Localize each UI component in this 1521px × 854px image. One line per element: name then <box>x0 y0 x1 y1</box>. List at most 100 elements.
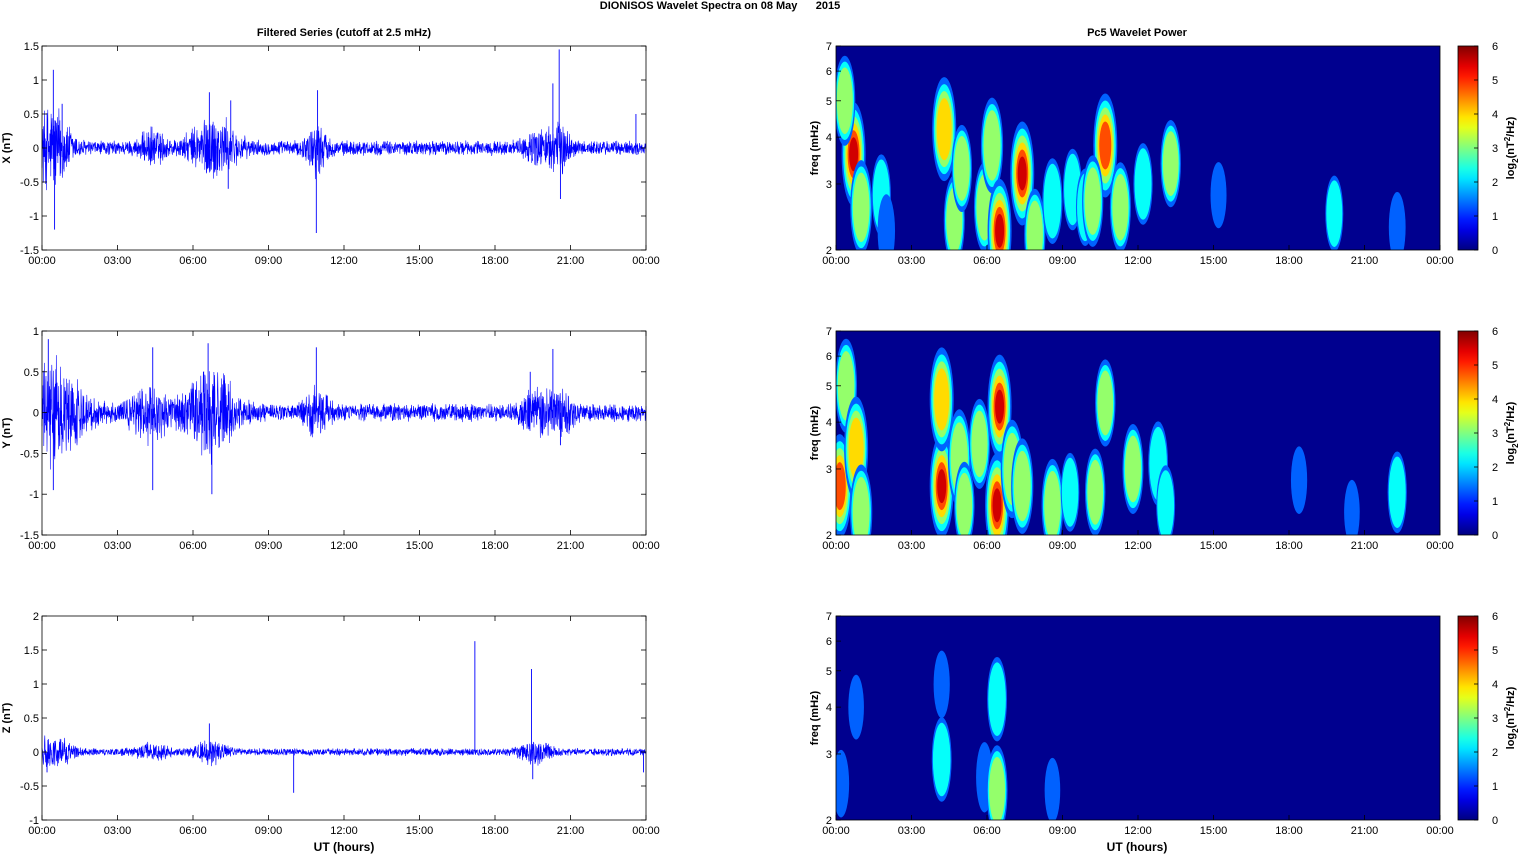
power-blob <box>987 178 1012 250</box>
power-blob <box>1024 188 1046 250</box>
x-tick-label: 18:00 <box>1275 255 1303 267</box>
freq-tick-label: 5 <box>826 96 832 108</box>
power-blob <box>1060 452 1080 532</box>
colorbar-tick-label: 4 <box>1492 394 1498 406</box>
y-tick-label: -1 <box>29 211 39 223</box>
y-tick-label: 0.5 <box>24 109 39 121</box>
y-tick-label: 0.5 <box>24 367 39 379</box>
power-blob <box>980 97 1004 194</box>
x-tick-label: 21:00 <box>1351 255 1379 267</box>
x-tick-label: 00:00 <box>632 825 660 837</box>
x-tick-label: 00:00 <box>632 540 660 552</box>
freq-axis-label: freq (mHz) <box>809 120 821 175</box>
freq-tick-label: 7 <box>826 41 832 53</box>
colorbar-tick-label: 0 <box>1492 245 1498 257</box>
x-tick-label: 21:00 <box>557 255 585 267</box>
power-blob <box>1344 479 1360 535</box>
x-tick-label: 06:00 <box>973 255 1001 267</box>
y-tick-label: -1.5 <box>20 245 39 257</box>
x-tick-label: 18:00 <box>1275 540 1303 552</box>
colorbar-label: log2(nT2/Hz) <box>1503 116 1520 179</box>
power-blob <box>929 434 954 535</box>
colorbar-tick-label: 5 <box>1492 360 1498 372</box>
freq-tick-label: 3 <box>826 179 832 191</box>
freq-tick-label: 7 <box>826 326 832 338</box>
x-tick-label: 09:00 <box>255 540 283 552</box>
y-tick-label: 2 <box>33 611 39 623</box>
x-tick-label: 00:00 <box>632 255 660 267</box>
freq-tick-label: 4 <box>826 417 832 429</box>
power-blob <box>848 674 864 740</box>
power-blob <box>929 347 954 452</box>
colorbar-tick-label: 1 <box>1492 211 1498 223</box>
x-tick-label: 12:00 <box>330 255 358 267</box>
colorbar-tick-label: 6 <box>1492 326 1498 338</box>
figure-suptitle: DIONISOS Wavelet Spectra on 08 May 2015 <box>600 0 840 12</box>
x-tick-label: 06:00 <box>179 540 207 552</box>
colorbar-tick-label: 1 <box>1492 496 1498 508</box>
y-tick-label: 1 <box>33 679 39 691</box>
x-tick-label: 09:00 <box>255 825 283 837</box>
x-tick-label: 00:00 <box>1426 255 1454 267</box>
freq-tick-label: 3 <box>826 464 832 476</box>
power-blob <box>1041 458 1064 535</box>
power-blob <box>836 749 850 818</box>
x-tick-label: 18:00 <box>481 540 509 552</box>
power-blob <box>987 354 1012 459</box>
left-column-title: Filtered Series (cutoff at 2.5 mHz) <box>257 27 432 39</box>
x-tick-label: 03:00 <box>104 255 132 267</box>
x-tick-label: 00:00 <box>822 540 850 552</box>
colorbar-tick-label: 1 <box>1492 781 1498 793</box>
x-tick-label: 15:00 <box>1200 255 1228 267</box>
series-trace-2 <box>41 355 647 470</box>
power-heatmap-1 <box>836 55 1406 250</box>
y-tick-label: 1.5 <box>24 645 39 657</box>
colorbar-tick-label: 2 <box>1492 177 1498 189</box>
power-blob <box>1160 119 1181 208</box>
y-tick-label: 0 <box>33 747 39 759</box>
x-tick-label: 12:00 <box>1124 825 1152 837</box>
power-heatmap-3 <box>836 650 1061 820</box>
y-tick-label: -1.5 <box>20 530 39 542</box>
power-blob <box>1109 162 1131 250</box>
colorbar-tick-label: 5 <box>1492 645 1498 657</box>
x-tick-label: 12:00 <box>330 825 358 837</box>
power-blob <box>850 464 873 535</box>
y-axis-label: X (nT) <box>1 132 13 163</box>
x-tick-label: 00:00 <box>28 825 56 837</box>
power-blob <box>836 55 856 146</box>
x-tick-label: 18:00 <box>481 825 509 837</box>
colorbar-tick-label: 2 <box>1492 747 1498 759</box>
freq-tick-label: 6 <box>826 351 832 363</box>
y-tick-label: 0 <box>33 143 39 155</box>
colorbar-tick-label: 3 <box>1492 143 1498 155</box>
freq-tick-label: 5 <box>826 381 832 393</box>
x-tick-label: 00:00 <box>1426 540 1454 552</box>
x-tick-label: 03:00 <box>104 540 132 552</box>
colorbar-tick-label: 6 <box>1492 41 1498 53</box>
power-blob <box>850 160 873 250</box>
freq-tick-label: 6 <box>826 66 832 78</box>
y-tick-label: 0.5 <box>24 713 39 725</box>
power-blob <box>1095 359 1116 447</box>
x-tick-label: 03:00 <box>104 825 132 837</box>
right-column-title: Pc5 Wavelet Power <box>1087 27 1188 39</box>
y-tick-label: -0.5 <box>20 781 39 793</box>
freq-tick-label: 2 <box>826 530 832 542</box>
x-tick-label: 09:00 <box>1049 255 1077 267</box>
y-tick-label: 1.5 <box>24 41 39 53</box>
x-tick-label: 03:00 <box>898 825 926 837</box>
colorbar-tick-label: 4 <box>1492 679 1498 691</box>
x-tick-label: 21:00 <box>557 825 585 837</box>
power-blob <box>1042 158 1063 245</box>
power-blob <box>1290 446 1308 515</box>
power-blob <box>932 77 957 182</box>
colorbar-tick-label: 5 <box>1492 75 1498 87</box>
x-tick-label: 09:00 <box>255 255 283 267</box>
y-tick-label: 0 <box>33 408 39 420</box>
power-blob <box>1122 423 1144 514</box>
freq-tick-label: 2 <box>826 245 832 257</box>
freq-axis-label: freq (mHz) <box>809 405 821 460</box>
power-blob <box>1011 438 1034 534</box>
